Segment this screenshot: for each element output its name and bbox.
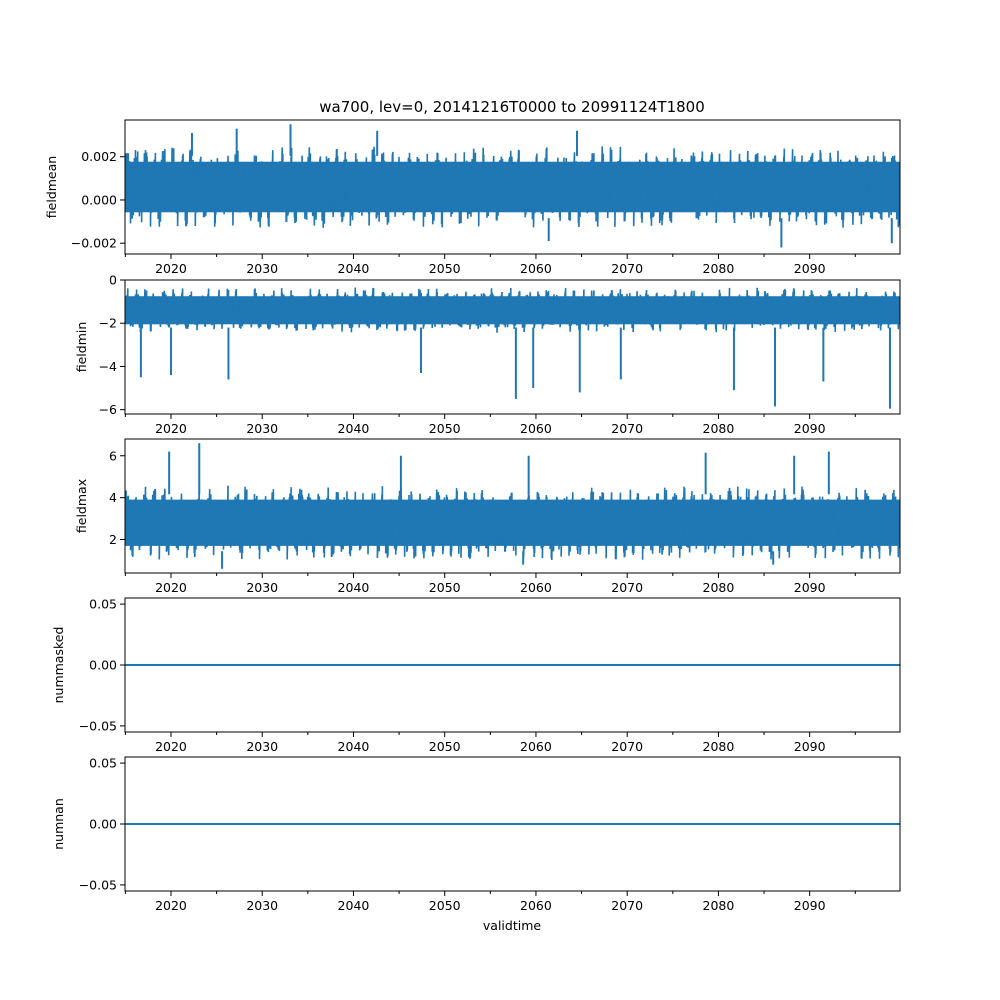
y-tick-label: −4 <box>99 359 117 374</box>
y-tick-label: 0 <box>109 273 117 288</box>
x-tick-label: 2020 <box>155 421 187 436</box>
x-tick-label: 2070 <box>611 898 643 913</box>
y-tick-label: −0.05 <box>79 718 117 733</box>
y-tick-label: 4 <box>109 490 117 505</box>
panel-nummasked: 2020 2030 2040 2050 2060 2070 2080 2090 −0.05 0.0… <box>51 597 901 754</box>
fieldmin-line <box>125 287 900 333</box>
x-tick-label: 2060 <box>520 739 552 754</box>
y-tick-label: 0.000 <box>81 192 117 207</box>
x-tick-label: 2040 <box>338 261 370 276</box>
fieldmean-line <box>125 146 900 228</box>
x-tick-label: 2040 <box>338 739 370 754</box>
x-tick-label: 2020 <box>155 261 187 276</box>
x-tick-label: 2030 <box>246 739 278 754</box>
x-tick-label: 2030 <box>246 580 278 595</box>
fieldmin-axes-frame <box>124 279 901 415</box>
x-tick-label: 2020 <box>155 739 187 754</box>
y-tick-label: −2 <box>99 316 117 331</box>
x-tick-label: 2030 <box>246 421 278 436</box>
x-tick-label: 2040 <box>338 580 370 595</box>
x-tick-label: 2050 <box>429 739 461 754</box>
fieldmax-axes-frame <box>124 438 901 574</box>
x-tick-label: 2080 <box>703 898 735 913</box>
panel-fieldmin: 2020 2030 2040 2050 2060 2070 2080 2090 −6 −4 −2 0 f… <box>74 273 901 436</box>
x-tick-label: 2070 <box>611 261 643 276</box>
y-tick-label: 0.00 <box>89 658 117 673</box>
y-axis-label-nummasked: nummasked <box>51 627 66 704</box>
x-tick-label: 2070 <box>611 739 643 754</box>
x-tick-label: 2090 <box>794 421 826 436</box>
x-tick-label: 2090 <box>794 898 826 913</box>
y-tick-label: 6 <box>109 448 117 463</box>
x-tick-label: 2080 <box>703 261 735 276</box>
x-tick-label: 2030 <box>246 898 278 913</box>
y-axis-label-fieldmean: fieldmean <box>44 156 59 218</box>
y-axis-label-numnan: numnan <box>51 798 66 850</box>
chart-title: wa700, lev=0, 20141216T0000 to 20991124T… <box>319 98 705 116</box>
x-tick-label: 2090 <box>794 580 826 595</box>
y-tick-label: −0.002 <box>71 236 117 251</box>
x-tick-label: 2040 <box>338 421 370 436</box>
fieldmin-series <box>125 287 900 409</box>
x-tick-label: 2080 <box>703 421 735 436</box>
y-tick-label: 0.05 <box>89 597 117 612</box>
x-tick-label: 2070 <box>611 421 643 436</box>
panel-fieldmean: 2020 2030 2040 2050 2060 2070 2080 2090 −0.002 0.… <box>44 119 901 276</box>
x-tick-label: 2050 <box>429 261 461 276</box>
x-tick-label: 2070 <box>611 580 643 595</box>
subplots: 2020 2030 2040 2050 2060 2070 2080 2090 −0.002 0.… <box>44 119 901 913</box>
y-tick-label: 0.002 <box>81 149 117 164</box>
y-tick-label: 0.00 <box>89 817 117 832</box>
fieldmax-line <box>125 485 900 561</box>
x-tick-label: 2020 <box>155 898 187 913</box>
x-tick-label: 2060 <box>520 898 552 913</box>
x-tick-label: 2090 <box>794 261 826 276</box>
x-tick-label: 2080 <box>703 580 735 595</box>
x-tick-label: 2050 <box>429 898 461 913</box>
x-tick-label: 2050 <box>429 421 461 436</box>
y-tick-label: 2 <box>109 532 117 547</box>
x-tick-label: 2050 <box>429 580 461 595</box>
fieldmean-axes-frame <box>124 119 901 255</box>
x-tick-label: 2060 <box>520 421 552 436</box>
panel-numnan: 2020 2030 2040 2050 2060 2070 2080 2090 −0.05 0.0… <box>51 756 901 913</box>
fieldmax-series <box>125 443 900 569</box>
x-tick-label: 2040 <box>338 898 370 913</box>
y-tick-label: 0.05 <box>89 756 117 771</box>
x-tick-label: 2060 <box>520 261 552 276</box>
y-tick-label: −0.05 <box>79 877 117 892</box>
y-axis-label-fieldmin: fieldmin <box>74 322 89 373</box>
x-tick-label: 2060 <box>520 580 552 595</box>
x-tick-label: 2020 <box>155 580 187 595</box>
fieldmean-series <box>125 124 900 248</box>
x-tick-label: 2080 <box>703 739 735 754</box>
x-axis-label: validtime <box>483 918 541 933</box>
x-tick-label: 2030 <box>246 261 278 276</box>
x-tick-label: 2090 <box>794 739 826 754</box>
y-axis-label-fieldmax: fieldmax <box>74 479 89 533</box>
y-tick-label: −6 <box>99 402 117 417</box>
panel-fieldmax: 2020 2030 2040 2050 2060 2070 2080 2090 2 4 6 field… <box>74 438 901 595</box>
